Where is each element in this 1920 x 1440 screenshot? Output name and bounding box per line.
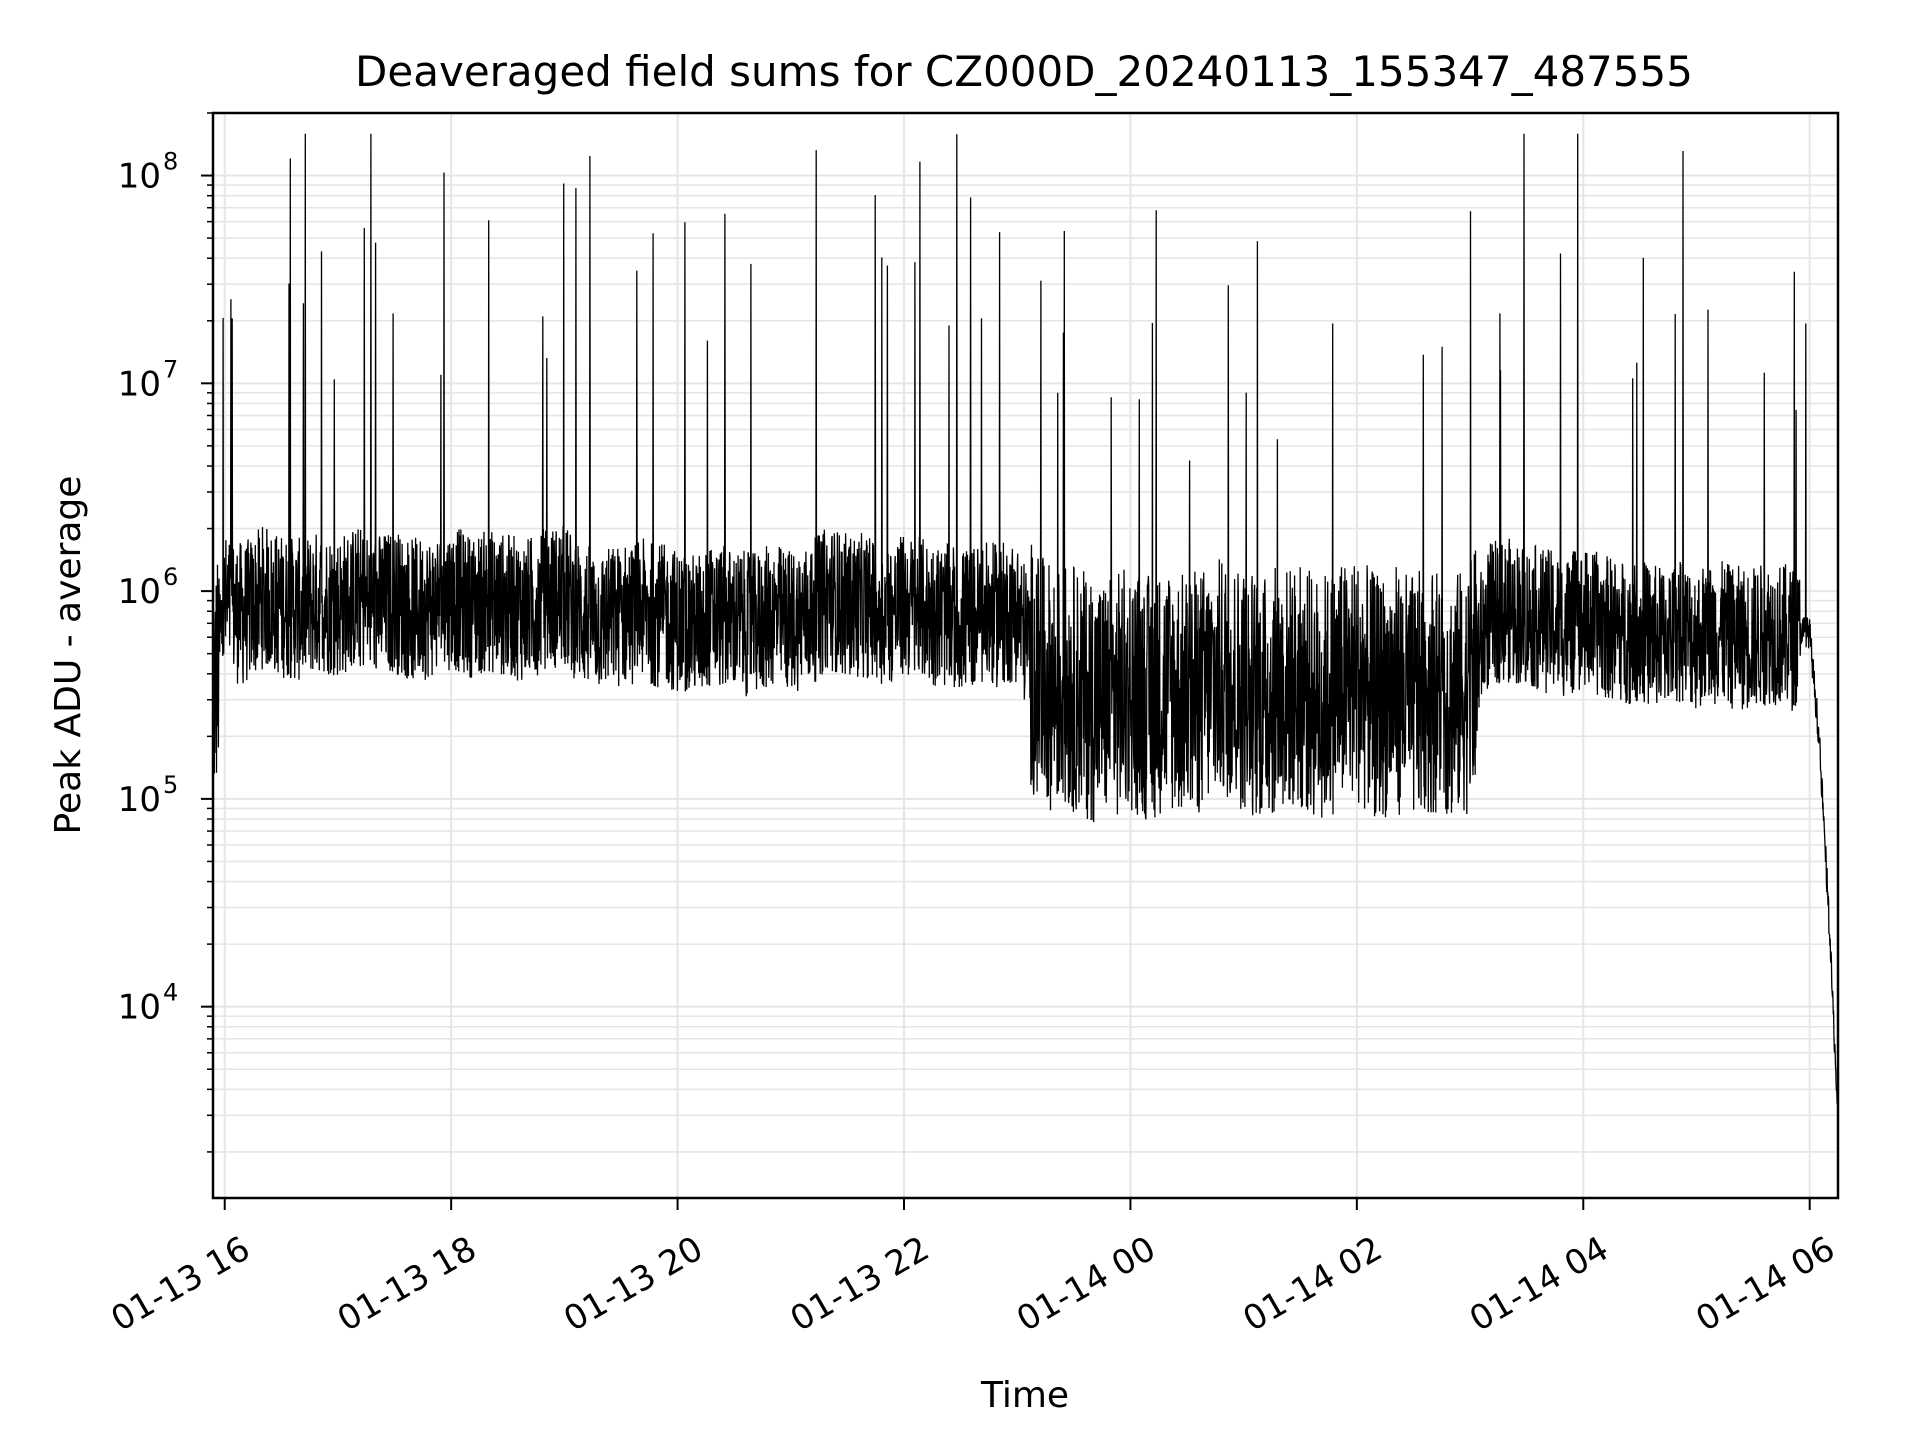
y-axis-label: Peak ADU - average <box>48 476 89 835</box>
x-tick-label: 01-14 06 <box>1689 1229 1841 1340</box>
y-tick-label: 10 <box>118 780 161 820</box>
plot-area <box>212 133 1839 1104</box>
x-axis: 01-13 16 01-13 18 01-13 20 01-13 22 01-14 00… <box>104 1198 1842 1340</box>
y-tick-exponent: 6 <box>163 563 178 591</box>
x-tick-label: 01-13 22 <box>784 1229 936 1340</box>
plot-frame <box>211 111 1840 1200</box>
y-tick-exponent: 4 <box>163 979 178 1007</box>
y-tick-exponent: 7 <box>163 355 178 383</box>
chart-title: Deaveraged field sums for CZ000D_2024011… <box>355 47 1693 96</box>
x-tick-label: 01-14 02 <box>1237 1229 1389 1340</box>
x-tick-label: 01-14 04 <box>1463 1229 1615 1340</box>
x-tick-label: 01-13 16 <box>104 1229 256 1340</box>
y-tick-label: 10 <box>118 988 161 1028</box>
x-tick-label: 01-13 18 <box>331 1229 483 1340</box>
x-tick-label: 01-14 00 <box>1010 1229 1162 1340</box>
series-line <box>212 133 1839 1104</box>
x-tick-label: 01-13 20 <box>557 1229 709 1340</box>
y-tick-label: 10 <box>118 364 161 404</box>
y-tick-exponent: 8 <box>163 148 178 176</box>
y-tick-label: 10 <box>118 572 161 612</box>
x-axis-label: Time <box>980 1375 1069 1416</box>
y-tick-exponent: 5 <box>163 771 178 799</box>
y-tick-label: 10 <box>118 157 161 197</box>
